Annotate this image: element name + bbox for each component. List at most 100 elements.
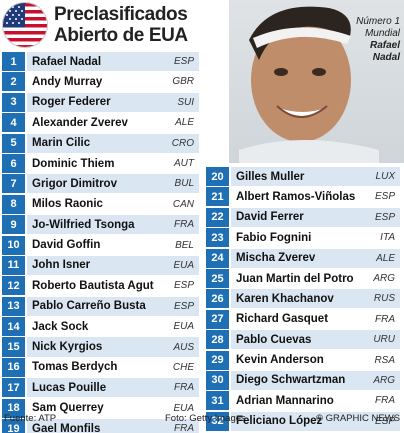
player-name: Grigor Dimitrov — [32, 177, 117, 190]
seed-number: 4 — [2, 113, 25, 133]
player-name: Tomas Berdych — [32, 361, 118, 374]
seed-row: 15 Nick Kyrgios AUS — [2, 337, 199, 357]
seed-number: 11 — [2, 255, 25, 275]
us-flag-icon — [2, 2, 48, 48]
player-name: Fabio Fognini — [236, 231, 312, 244]
seed-number: 25 — [206, 268, 229, 289]
seed-number: 27 — [206, 309, 229, 329]
seed-row: 25 Juan Martin del Potro ARG — [206, 268, 400, 289]
seed-row: 14 Jack Sock EUA — [2, 317, 199, 337]
title-line-2: Abierto de EUA — [54, 25, 188, 46]
seed-row: 11 John Isner EUA — [2, 255, 199, 275]
seed-number: 1 — [2, 52, 25, 72]
player-name: Mischa Zverev — [236, 252, 316, 265]
player-country: SUI — [177, 96, 194, 108]
player-country: ESP — [374, 415, 395, 427]
player-name: Gilles Muller — [236, 170, 305, 183]
seed-number: 15 — [2, 337, 25, 357]
player-country: FRA — [174, 382, 194, 394]
player-name: Roger Federer — [32, 96, 111, 109]
caption-line-1: Número 1 — [356, 16, 400, 27]
player-country: EUA — [173, 321, 194, 333]
seed-number: 26 — [206, 289, 229, 309]
seed-row: 19 Gael Monfils FRA — [2, 419, 199, 433]
player-country: EUA — [173, 402, 194, 414]
title-line-1: Preclasificados — [54, 4, 188, 25]
seed-row: 22 David Ferrer ESP — [206, 207, 400, 227]
player-country: FRA — [375, 395, 395, 407]
player-name: Dominic Thiem — [32, 157, 115, 170]
player-name: David Goffin — [32, 239, 101, 252]
seed-row: 23 Fabio Fognini ITA — [206, 228, 400, 248]
seed-row: 13 Pablo Carreño Busta ESP — [2, 296, 199, 316]
seed-number: 30 — [206, 370, 229, 390]
player-country: URU — [373, 334, 395, 346]
seed-number: 29 — [206, 350, 229, 370]
seed-row: 7 Grigor Dimitrov BUL — [2, 174, 199, 194]
seed-list-left: 1 Rafael Nadal ESP 2 Andy Murray GBR 3 Roger … — [2, 52, 199, 433]
player-country: FRA — [174, 423, 194, 433]
player-country: RSA — [374, 354, 395, 366]
seed-row: 30 Diego Schwartzman ARG — [206, 370, 400, 390]
player-country: ESP — [374, 191, 395, 203]
seed-row: 3 Roger Federer SUI — [2, 92, 199, 112]
player-name: Sam Querrey — [32, 402, 104, 415]
player-name: Marin Cilic — [32, 137, 91, 150]
seed-number: 16 — [2, 357, 25, 377]
caption-line-2: Mundial — [364, 28, 400, 39]
player-name: David Ferrer — [236, 211, 304, 224]
player-country: CAN — [172, 198, 194, 210]
seed-number: 9 — [2, 215, 25, 235]
caption-line-4: Nadal — [372, 52, 400, 63]
player-name: John Isner — [32, 259, 91, 272]
seed-number: 22 — [206, 207, 229, 227]
seed-row: 31 Adrian Mannarino FRA — [206, 391, 400, 411]
seed-row: 28 Pablo Cuevas URU — [206, 330, 400, 350]
player-name: Gael Monfils — [32, 422, 101, 433]
seed-number: 32 — [206, 411, 229, 431]
player-name: Nick Kyrgios — [32, 341, 103, 354]
player-name: Roberto Bautista Agut — [32, 279, 154, 292]
seed-number: 24 — [206, 248, 229, 268]
player-name: Diego Schwartzman — [236, 374, 346, 387]
player-country: ALE — [376, 252, 395, 264]
seed-row: 16 Tomas Berdych CHE — [2, 357, 199, 377]
seed-number: 20 — [206, 167, 229, 187]
seed-list-right: 20 Gilles Muller LUX 21 Albert Ramos-Viñola… — [206, 167, 400, 432]
player-country: BUL — [174, 178, 194, 190]
seed-row: 26 Karen Khachanov RUS — [206, 289, 400, 309]
player-country: ESP — [173, 300, 194, 312]
seed-number: 31 — [206, 391, 229, 411]
player-name: Pablo Cuevas — [236, 333, 312, 346]
caption-line-3: Rafael — [369, 40, 400, 51]
seed-number: 3 — [2, 92, 25, 112]
seed-row: 10 David Goffin BEL — [2, 235, 199, 255]
player-photo: Número 1 Mundial Rafael Nadal — [229, 0, 404, 163]
seed-row: 20 Gilles Muller LUX — [206, 167, 400, 187]
seed-number: 13 — [2, 296, 25, 316]
player-country: FRA — [174, 219, 194, 231]
player-country: ITA — [380, 232, 395, 244]
player-name: Albert Ramos-Viñolas — [236, 190, 356, 203]
player-country: CHE — [172, 361, 194, 373]
player-name: Rafael Nadal — [32, 55, 102, 68]
player-country: ALE — [175, 117, 194, 129]
player-name: Adrian Mannarino — [236, 394, 334, 407]
player-country: GBR — [172, 76, 194, 88]
player-name: Milos Raonic — [32, 198, 103, 211]
seed-row: 5 Marin Cilic CRO — [2, 133, 199, 153]
player-country: RUS — [373, 293, 395, 305]
seed-row: 24 Mischa Zverev ALE — [206, 248, 400, 268]
photo-credit: Foto: Getty Images — [165, 413, 246, 424]
player-name: Andy Murray — [32, 75, 103, 88]
seed-row: 4 Alexander Zverev ALE — [2, 113, 199, 133]
player-name: Feliciano López — [236, 415, 323, 428]
seed-row: 27 Richard Gasquet FRA — [206, 309, 400, 329]
seed-row: 6 Dominic Thiem AUT — [2, 153, 199, 174]
seed-number: 18 — [2, 398, 25, 418]
player-country: ARG — [373, 374, 395, 386]
page-title: Preclasificados Abierto de EUA — [54, 4, 244, 46]
player-name: Kevin Anderson — [236, 354, 324, 367]
player-country: CRO — [171, 137, 194, 149]
player-country: FRA — [375, 313, 395, 325]
